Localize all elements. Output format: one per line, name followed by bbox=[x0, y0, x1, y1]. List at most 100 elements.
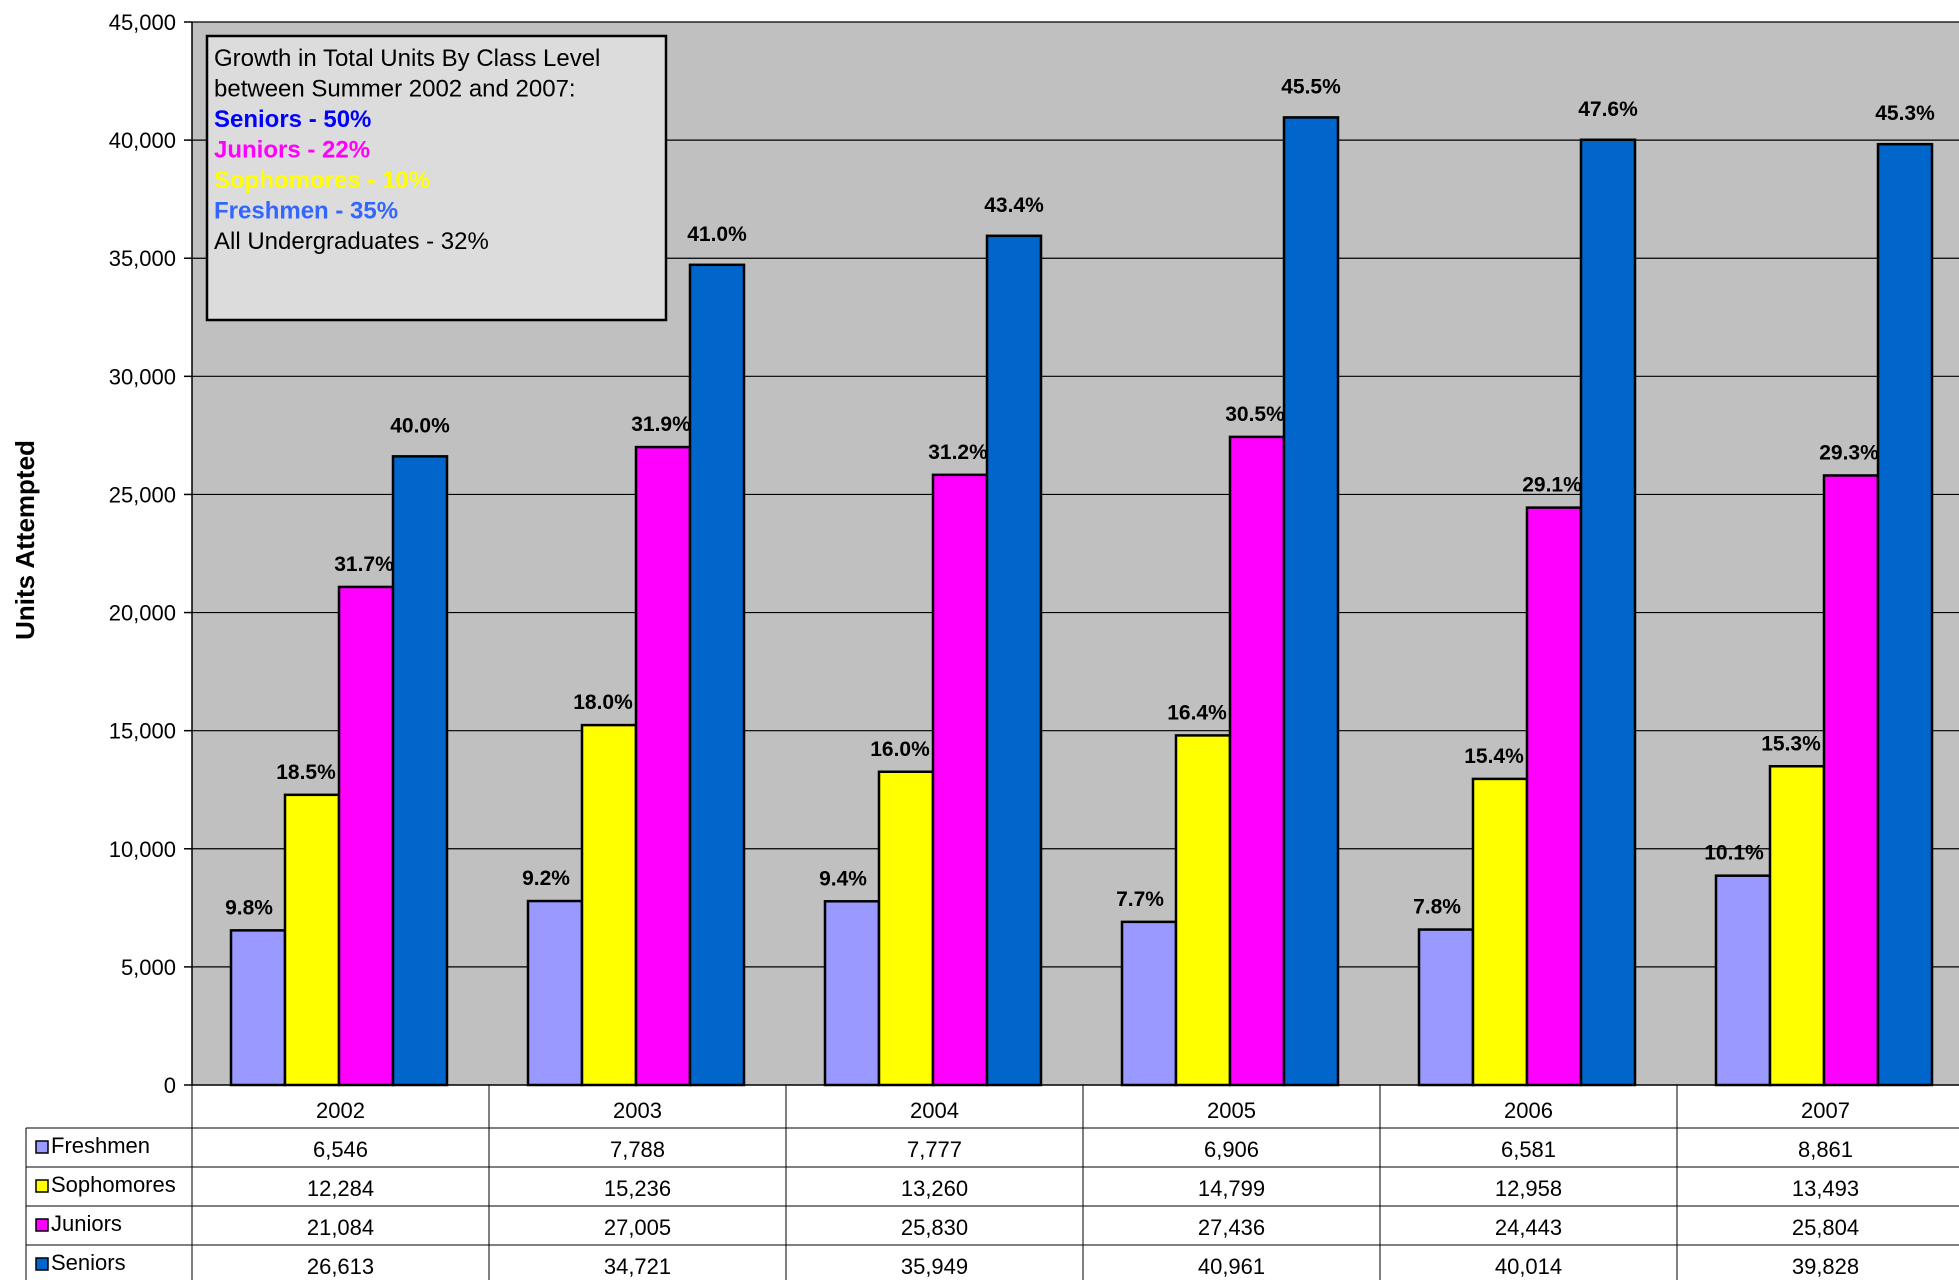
annotation-line: Seniors - 50% bbox=[214, 106, 371, 133]
data-table: 2002 2003 2004 2005 2006 2007 Freshmen 6,546 7,7… bbox=[25, 1085, 1959, 1280]
y-tick-label: 45,000 bbox=[109, 10, 176, 35]
bar-seniors-2004 bbox=[985, 234, 1043, 1087]
table-cell: 39,828 bbox=[1792, 1254, 1859, 1279]
table-cell: 25,804 bbox=[1792, 1215, 1859, 1240]
table-cell: 8,861 bbox=[1798, 1137, 1853, 1162]
table-cell: 6,546 bbox=[313, 1137, 368, 1162]
bar-sophomores-2004 bbox=[877, 770, 935, 1087]
bar-sophomores-2007 bbox=[1768, 765, 1826, 1087]
annotation-box: Growth in Total Units By Class Level betw… bbox=[205, 34, 668, 322]
y-tick-label: 40,000 bbox=[109, 128, 176, 153]
table-cell: 21,084 bbox=[307, 1215, 374, 1240]
legend-label-sophomores: Sophomores bbox=[51, 1172, 176, 1197]
table-cell: 26,613 bbox=[307, 1254, 374, 1279]
pct-label-seniors-2004: 43.4% bbox=[984, 194, 1044, 217]
y-tick-label: 10,000 bbox=[109, 837, 176, 862]
bar-freshmen-2006 bbox=[1417, 928, 1475, 1087]
legend-key-seniors bbox=[35, 1257, 49, 1271]
percent-labels: 9.8% 18.5% 31.7% 40.0% 9.2% 18.0% 31.9% 41.0% 9.… bbox=[225, 75, 1935, 919]
pct-label-seniors-2006: 47.6% bbox=[1578, 98, 1638, 121]
table-cell: 34,721 bbox=[604, 1254, 671, 1279]
pct-label-seniors-2005: 45.5% bbox=[1281, 75, 1341, 98]
pct-label-seniors-2002: 40.0% bbox=[390, 414, 450, 437]
bar-freshmen-2005 bbox=[1120, 920, 1178, 1087]
bar-juniors-2003 bbox=[634, 445, 692, 1087]
pct-label-seniors-2003: 41.0% bbox=[687, 223, 747, 246]
x-tick-label: 2006 bbox=[1504, 1098, 1553, 1123]
y-axis: 0 5,000 10,000 15,000 20,000 25,000 30,000 35,0… bbox=[109, 10, 1959, 1098]
legend-label-juniors: Juniors bbox=[51, 1211, 122, 1236]
bar-seniors-2006 bbox=[1579, 138, 1637, 1087]
table-cell: 12,284 bbox=[307, 1176, 374, 1201]
x-tick-label: 2005 bbox=[1207, 1098, 1256, 1123]
annotation-line: between Summer 2002 and 2007: bbox=[214, 76, 576, 103]
x-tick-label: 2004 bbox=[910, 1098, 959, 1123]
pct-label-sophomores-2005: 16.4% bbox=[1167, 701, 1227, 724]
pct-label-juniors-2004: 31.2% bbox=[928, 441, 988, 464]
bar-seniors-2002 bbox=[391, 455, 449, 1087]
bar-sophomores-2002 bbox=[283, 793, 341, 1087]
bar-sophomores-2005 bbox=[1174, 734, 1232, 1087]
x-tick-label: 2007 bbox=[1801, 1098, 1850, 1123]
pct-label-sophomores-2007: 15.3% bbox=[1761, 732, 1821, 755]
y-tick-label: 5,000 bbox=[121, 955, 176, 980]
pct-label-freshmen-2006: 7.8% bbox=[1413, 896, 1461, 919]
bar-juniors-2005 bbox=[1228, 435, 1286, 1087]
table-cell: 40,961 bbox=[1198, 1254, 1265, 1279]
bar-juniors-2002 bbox=[337, 585, 395, 1087]
table-cell: 7,788 bbox=[610, 1137, 665, 1162]
table-cell: 6,906 bbox=[1204, 1137, 1259, 1162]
table-cell: 27,436 bbox=[1198, 1215, 1265, 1240]
table-cell: 13,260 bbox=[901, 1176, 968, 1201]
pct-label-sophomores-2002: 18.5% bbox=[276, 761, 336, 784]
bar-seniors-2007 bbox=[1876, 142, 1934, 1087]
pct-label-juniors-2005: 30.5% bbox=[1225, 403, 1285, 426]
table-cell: 12,958 bbox=[1495, 1176, 1562, 1201]
table-cell: 14,799 bbox=[1198, 1176, 1265, 1201]
table-cell: 15,236 bbox=[604, 1176, 671, 1201]
bar-freshmen-2002 bbox=[229, 929, 287, 1087]
bar-sophomores-2003 bbox=[580, 723, 638, 1087]
annotation-line: Juniors - 22% bbox=[214, 137, 370, 164]
bar-freshmen-2004 bbox=[823, 900, 881, 1087]
y-tick-label: 20,000 bbox=[109, 601, 176, 626]
table-cell: 40,014 bbox=[1495, 1254, 1562, 1279]
table-cell: 7,777 bbox=[907, 1137, 962, 1162]
pct-label-freshmen-2003: 9.2% bbox=[522, 867, 570, 890]
pct-label-juniors-2002: 31.7% bbox=[334, 553, 394, 576]
y-tick-label: 30,000 bbox=[109, 364, 176, 389]
pct-label-juniors-2007: 29.3% bbox=[1819, 441, 1879, 464]
pct-label-freshmen-2005: 7.7% bbox=[1116, 888, 1164, 911]
pct-label-freshmen-2002: 9.8% bbox=[225, 896, 273, 919]
legend-key-freshmen bbox=[35, 1140, 49, 1154]
table-cell: 35,949 bbox=[901, 1254, 968, 1279]
bar-sophomores-2006 bbox=[1471, 777, 1529, 1087]
bar-freshmen-2003 bbox=[526, 899, 584, 1087]
bars bbox=[229, 116, 1934, 1087]
table-cell: 25,830 bbox=[901, 1215, 968, 1240]
pct-label-sophomores-2006: 15.4% bbox=[1464, 745, 1524, 768]
y-axis-label: Units Attempted bbox=[10, 440, 40, 640]
x-tick-label: 2003 bbox=[613, 1098, 662, 1123]
pct-label-sophomores-2003: 18.0% bbox=[573, 691, 633, 714]
bar-seniors-2003 bbox=[688, 263, 746, 1087]
bar-juniors-2006 bbox=[1525, 506, 1583, 1087]
y-tick-label: 0 bbox=[164, 1073, 176, 1098]
legend-label-seniors: Seniors bbox=[51, 1250, 126, 1275]
y-tick-label: 25,000 bbox=[109, 482, 176, 507]
pct-label-sophomores-2004: 16.0% bbox=[870, 738, 930, 761]
legend-label-freshmen: Freshmen bbox=[51, 1133, 150, 1158]
annotation-line: Sophomores - 10% bbox=[214, 167, 430, 194]
y-tick-label: 35,000 bbox=[109, 246, 176, 271]
annotation-line: Freshmen - 35% bbox=[214, 198, 398, 225]
pct-label-juniors-2003: 31.9% bbox=[631, 413, 691, 436]
legend-key-sophomores bbox=[35, 1179, 49, 1193]
bar-juniors-2004 bbox=[931, 473, 989, 1087]
pct-label-seniors-2007: 45.3% bbox=[1875, 102, 1935, 125]
table-cell: 6,581 bbox=[1501, 1137, 1556, 1162]
bar-seniors-2005 bbox=[1282, 116, 1340, 1087]
annotation-line: Growth in Total Units By Class Level bbox=[214, 45, 600, 72]
table-cell: 27,005 bbox=[604, 1215, 671, 1240]
bar-freshmen-2007 bbox=[1714, 874, 1772, 1087]
table-cell: 24,443 bbox=[1495, 1215, 1562, 1240]
